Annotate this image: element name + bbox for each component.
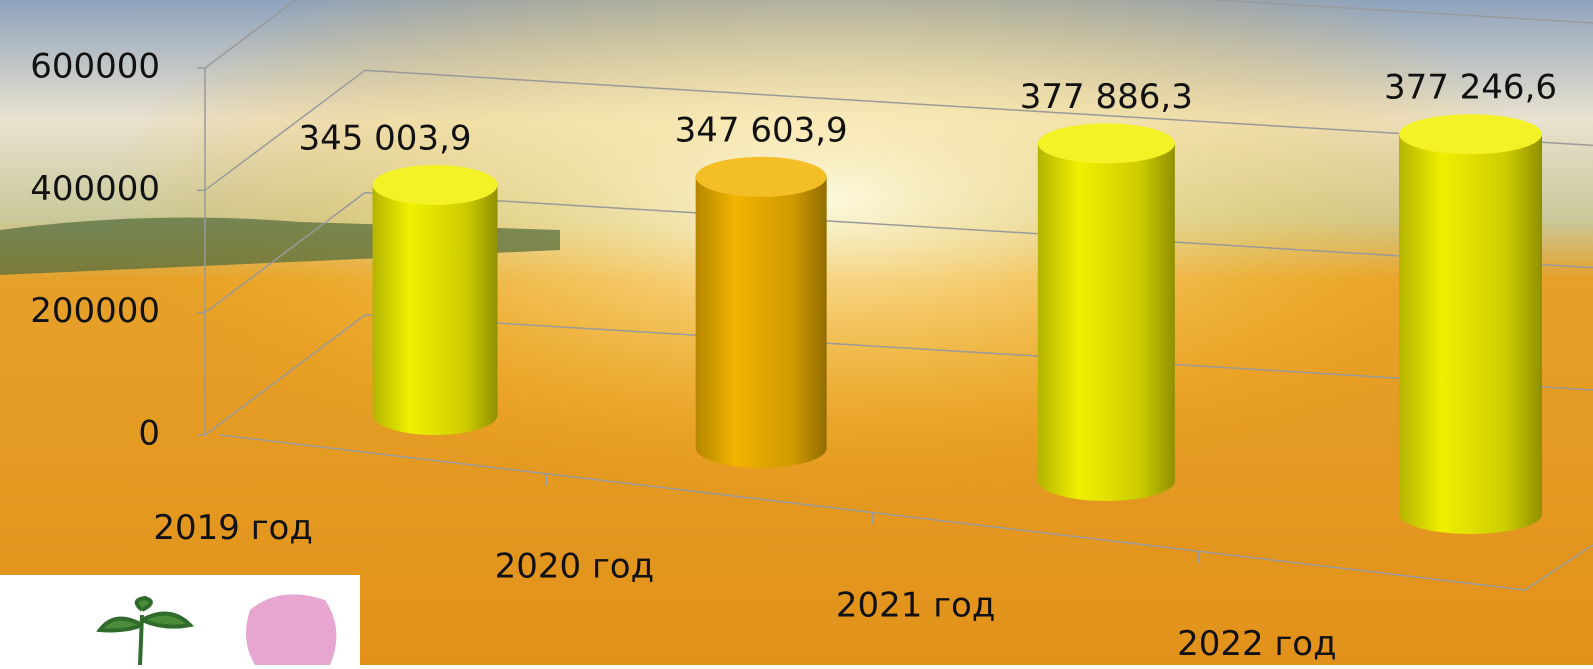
y-tick-label: 200000 — [30, 291, 160, 331]
logo-box — [0, 575, 360, 669]
grid-line — [204, 0, 1593, 69]
grid-line — [204, 191, 1593, 314]
bar-top — [1037, 123, 1175, 164]
bar — [1399, 134, 1542, 515]
grid-line — [204, 314, 1593, 436]
value-label: 347 603,9 — [675, 110, 848, 150]
x-tick-label: 2020 год — [495, 547, 655, 587]
y-tick-label: 600000 — [30, 47, 160, 87]
bar-top — [372, 164, 498, 205]
y-tick-label: 0 — [138, 414, 160, 454]
y-tick-label: 400000 — [30, 169, 160, 209]
value-label: 377 886,3 — [1020, 77, 1193, 117]
value-label: 377 246,6 — [1384, 68, 1557, 108]
x-tick-label: 2022 год — [1177, 624, 1337, 664]
bar — [372, 184, 498, 415]
bar-top — [695, 156, 827, 197]
grid-line — [204, 69, 1593, 191]
bar — [695, 176, 827, 448]
bar — [1037, 143, 1175, 481]
value-label: 345 003,9 — [298, 118, 471, 158]
bar-top — [1399, 114, 1542, 155]
x-tick-label: 2019 год — [153, 508, 313, 548]
floor-edge — [219, 434, 1593, 591]
x-tick-label: 2021 год — [836, 585, 996, 625]
